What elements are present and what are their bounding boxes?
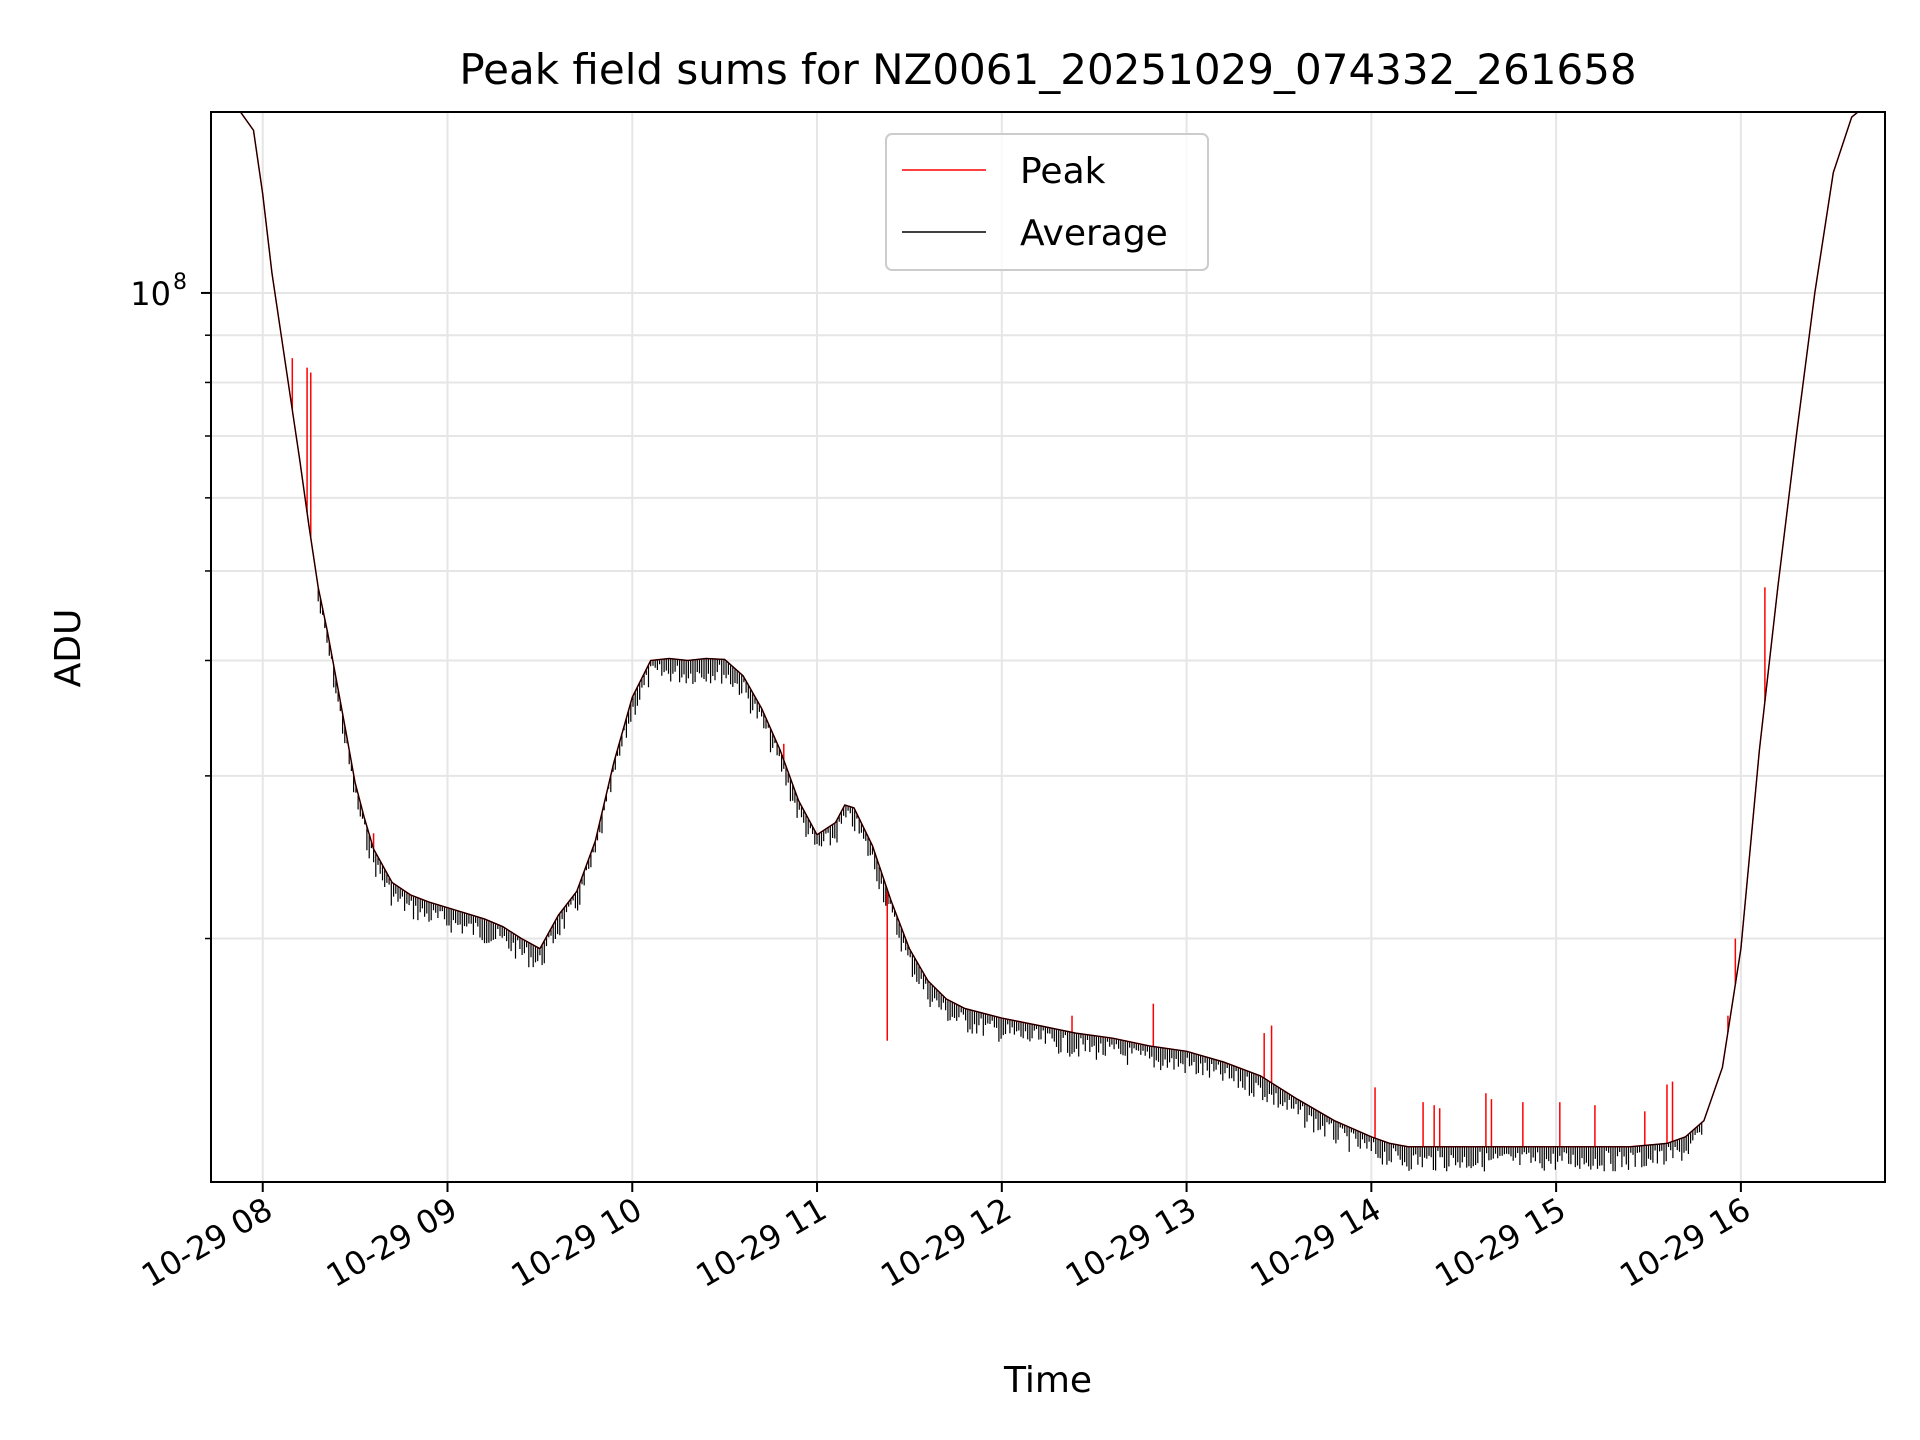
y-tick-label-exponent: 8: [173, 270, 187, 295]
grid: [211, 112, 1885, 1182]
plot-frame: [210, 111, 1886, 1183]
legend-peak-label: Peak: [1020, 151, 1106, 192]
x-axis-label: Time: [1003, 1360, 1092, 1401]
y-tick-label-base: 10: [130, 275, 171, 313]
y-axis: 10 8: [130, 270, 211, 940]
legend: Peak Average: [885, 133, 1209, 271]
chart-title: Peak field sums for NZ0061_20251029_0743…: [459, 45, 1636, 94]
legend-average-label: Average: [1020, 213, 1168, 254]
y-axis-label: ADU: [48, 609, 89, 688]
series-layer: [239, 112, 1860, 1172]
average-series-line: [239, 112, 1859, 1148]
legend-box: [885, 133, 1209, 271]
